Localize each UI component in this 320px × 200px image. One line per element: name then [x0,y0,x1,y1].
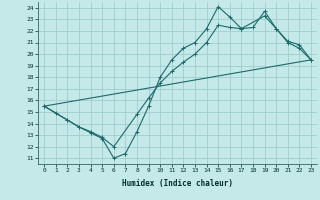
X-axis label: Humidex (Indice chaleur): Humidex (Indice chaleur) [122,179,233,188]
